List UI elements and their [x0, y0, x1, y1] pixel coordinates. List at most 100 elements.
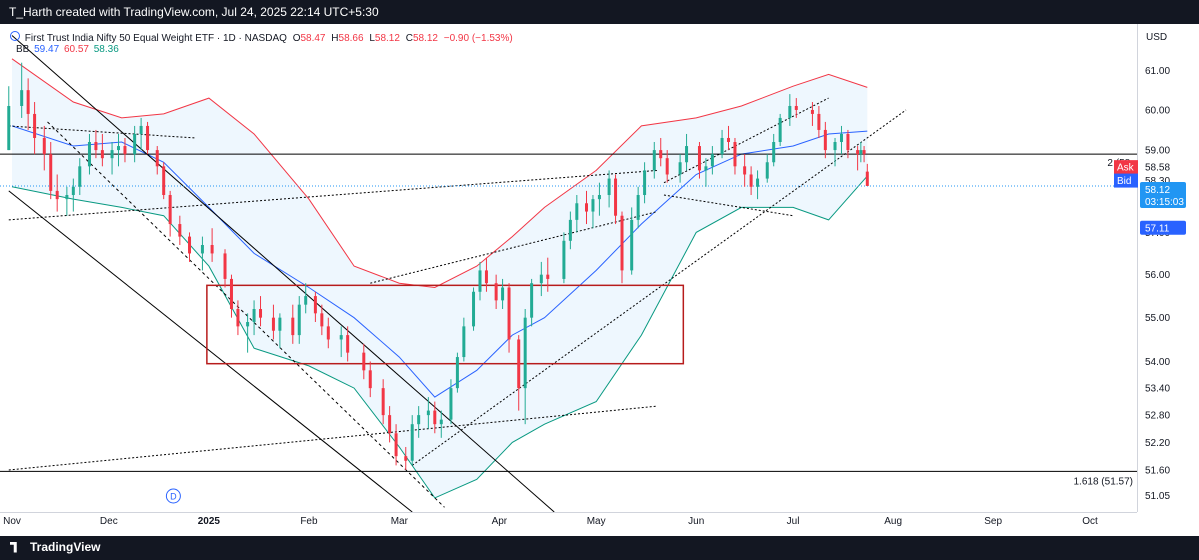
candle-body	[697, 146, 701, 171]
fib-1618-label: 1.618 (51.57)	[1074, 476, 1134, 487]
bb-lower-value: 58.36	[93, 44, 119, 55]
candle-body	[523, 317, 527, 389]
lower-trend	[8, 405, 658, 471]
candle-body	[71, 186, 75, 196]
candle-body	[123, 146, 127, 155]
legend-line-2: BB 59.47 60.57 58.36	[16, 44, 119, 55]
price-axis-bg	[1137, 24, 1199, 536]
long-support-trend	[8, 169, 658, 221]
candle-body	[65, 195, 69, 200]
candle-body	[462, 326, 466, 358]
tradingview-logo[interactable]: TradingView	[10, 540, 100, 554]
candle-body	[388, 415, 392, 434]
candle-body	[833, 142, 837, 151]
candle-body	[210, 245, 214, 254]
descending-midline	[47, 121, 445, 508]
level-tag: 57.11	[1145, 223, 1170, 234]
candle-body	[297, 304, 301, 336]
y-tick-label: 60.00	[1145, 105, 1170, 116]
candle-body	[501, 287, 505, 301]
candle-body	[733, 142, 737, 167]
candle-body	[839, 133, 843, 143]
candle-body	[346, 335, 350, 353]
candle-body	[507, 287, 511, 340]
descending-channel-lower	[8, 190, 413, 513]
candle-body	[862, 150, 866, 155]
bb-basis-value: 59.47	[34, 44, 60, 55]
candle-body	[178, 224, 182, 237]
candle-body	[484, 270, 488, 284]
x-tick-label: Jul	[787, 516, 800, 527]
candle-body	[630, 219, 634, 271]
bid-tab	[1114, 173, 1138, 188]
last-price-bg	[1140, 181, 1186, 208]
candle-body	[33, 113, 37, 138]
candles	[7, 62, 869, 470]
x-tick-label: 2025	[198, 516, 221, 527]
candle-body	[472, 291, 476, 327]
candle-body	[772, 142, 776, 163]
candle-body	[7, 105, 11, 151]
x-tick-label: Aug	[884, 516, 902, 527]
candle-body	[439, 419, 443, 425]
rising-support-line	[411, 109, 907, 466]
y-tick-label: 56.00	[1145, 270, 1170, 281]
candle-body	[42, 137, 46, 155]
tradingview-brand: TradingView	[30, 540, 101, 554]
bid-label: Bid	[1117, 176, 1131, 187]
level-tag-bg	[1140, 220, 1186, 235]
x-tick-label: Feb	[300, 516, 318, 527]
x-tick-label: Apr	[492, 516, 508, 527]
candle-body	[426, 410, 430, 416]
price-chart[interactable]: 2 (58.1.618 (51.57)D USD61.0060.0059.005…	[0, 24, 1199, 536]
ask-price: 58.58	[1145, 163, 1170, 174]
candle-body	[304, 296, 308, 305]
bid-price: 58.30	[1145, 176, 1170, 187]
candle-body	[410, 424, 414, 461]
candle-body	[743, 166, 747, 175]
candle-body	[494, 283, 498, 301]
candle-body	[162, 166, 166, 196]
short-resistance	[8, 125, 197, 139]
candle-body	[794, 105, 798, 110]
candle-body	[100, 150, 104, 159]
y-tick-label: 51.05	[1145, 491, 1170, 502]
candle-body	[55, 190, 59, 200]
ask-label: Ask	[1117, 163, 1135, 174]
change-value: −0.90 (−1.53%)	[443, 33, 513, 44]
candle-body	[326, 326, 330, 340]
low-label: L	[369, 33, 375, 44]
candle-body	[823, 129, 827, 151]
candle-body	[146, 125, 150, 151]
candle-body	[607, 178, 611, 196]
candle-body	[685, 146, 689, 163]
x-tick-label: Dec	[100, 516, 118, 527]
candle-body	[133, 133, 137, 155]
candle-body	[252, 309, 256, 323]
candle-body	[291, 317, 295, 336]
tradingview-logo-icon	[10, 541, 17, 553]
candle-body	[620, 215, 624, 271]
bb-lower-line	[11, 175, 868, 499]
top-bar: T_Harth created with TradingView.com, Ju…	[0, 0, 1199, 24]
candle-body	[591, 199, 595, 212]
bb-upper-line	[11, 58, 868, 289]
candle-body	[259, 309, 263, 318]
candle-body	[94, 142, 98, 151]
candle-body	[223, 253, 227, 279]
bottom-bar	[0, 536, 1199, 560]
x-tick-label: May	[587, 516, 606, 527]
candle-body	[665, 158, 669, 175]
candle-body	[455, 357, 459, 389]
dividend-icon	[165, 488, 181, 504]
candle-body	[704, 166, 708, 171]
candle-body	[449, 388, 453, 420]
instrument-name: First Trust India Nifty 50 Equal Weight …	[24, 33, 287, 44]
y-tick-label: 52.20	[1145, 438, 1170, 449]
y-tick-label: 52.80	[1145, 411, 1170, 422]
symbol-icon	[10, 31, 20, 41]
candle-body	[859, 150, 863, 155]
candle-body	[236, 309, 240, 327]
candle-body	[727, 137, 731, 143]
x-tick-label: Sep	[984, 516, 1002, 527]
